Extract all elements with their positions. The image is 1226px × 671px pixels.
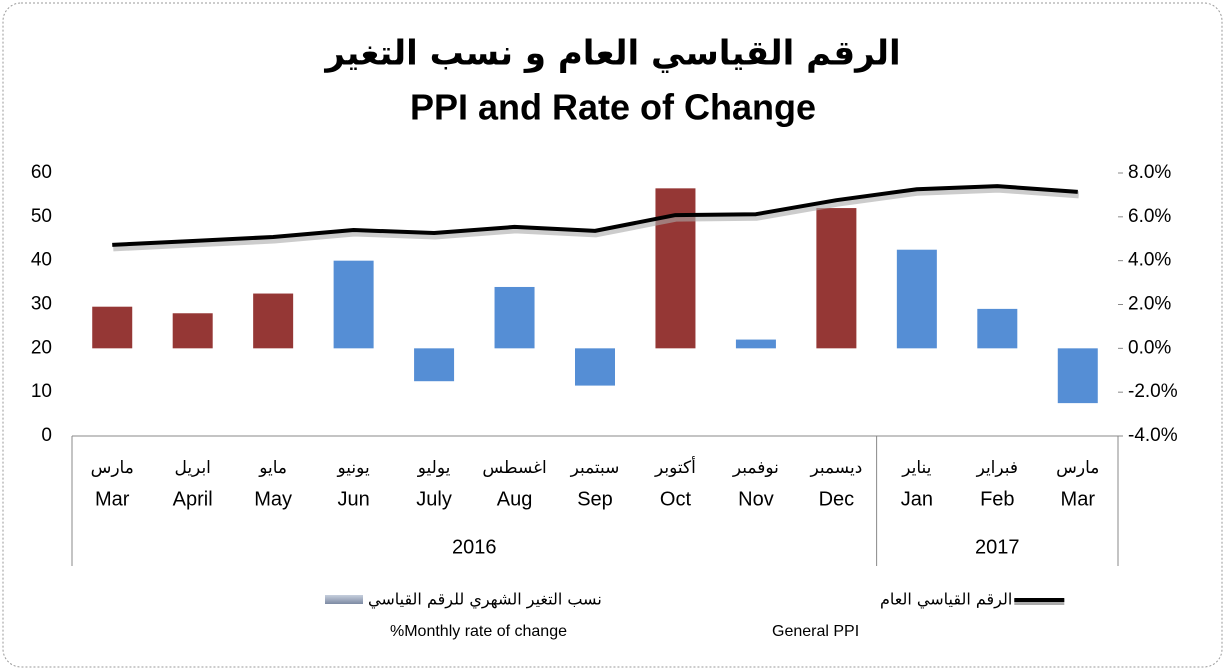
bar <box>92 306 133 349</box>
y2-tick-label: -4.0% <box>1128 425 1178 446</box>
y-tick-label: 40 <box>31 250 52 271</box>
x-tick-label: مايو <box>258 458 287 478</box>
x-tick-label: July <box>416 488 452 510</box>
group-label: 2016 <box>452 536 497 558</box>
x-tick-label: ابريل <box>174 458 210 478</box>
x-tick-label: نوفمبر <box>732 458 779 478</box>
bar <box>172 313 213 349</box>
legend-label: General PPI <box>772 623 859 640</box>
x-tick-label: Mar <box>95 488 130 510</box>
x-tick-label: Oct <box>660 488 692 510</box>
x-tick-label: يونيو <box>337 458 370 478</box>
x-tick-label: May <box>254 488 292 510</box>
y-tick-label: 60 <box>31 162 52 183</box>
bar <box>414 348 455 382</box>
x-tick-label: Mar <box>1061 488 1096 510</box>
bar <box>655 188 696 349</box>
y2-tick-label: 2.0% <box>1128 294 1171 315</box>
bar <box>977 308 1018 349</box>
bar <box>735 339 776 349</box>
y-tick-label: 20 <box>31 337 52 358</box>
y2-tick-label: 6.0% <box>1128 206 1171 227</box>
group-label: 2017 <box>975 536 1020 558</box>
x-tick-label: اغسطس <box>482 458 546 478</box>
legend-label: نسب التغير الشهري للرقم القياسي <box>368 590 602 610</box>
line-shadow <box>113 185 1080 252</box>
x-tick-label: Dec <box>819 488 855 510</box>
chart-title: الرقم القياسي العام و نسب التغير <box>323 34 900 74</box>
bar <box>816 208 857 349</box>
x-tick-label: Jun <box>337 488 369 510</box>
y-tick-label: 0 <box>41 425 52 446</box>
x-tick-label: مارس <box>91 458 134 478</box>
x-tick-label: يوليو <box>417 458 451 478</box>
x-tick-label: مارس <box>1056 458 1099 478</box>
chart-subtitle: PPI and Rate of Change <box>410 87 816 128</box>
legend-label: الرقم القياسي العام <box>880 590 1012 610</box>
bar <box>896 249 937 349</box>
line <box>112 184 1078 247</box>
bar <box>253 293 294 349</box>
x-tick-label: يناير <box>901 458 931 478</box>
y-tick-label: 50 <box>31 206 52 227</box>
x-tick-label: Jan <box>901 488 933 510</box>
legend-swatch <box>325 595 363 604</box>
x-tick-label: Aug <box>497 488 533 510</box>
x-tick-label: أكتوبر <box>654 456 696 478</box>
y-tick-label: 10 <box>31 381 52 402</box>
y2-tick-label: 0.0% <box>1128 337 1171 358</box>
y-tick-label: 30 <box>31 294 52 315</box>
bar <box>575 348 615 386</box>
x-tick-label: Sep <box>577 488 613 510</box>
x-tick-label: Feb <box>980 488 1014 510</box>
x-tick-label: سبتمبر <box>570 458 620 478</box>
bar <box>1057 348 1098 404</box>
legend-label: %Monthly rate of change <box>390 623 567 640</box>
y2-tick-label: 4.0% <box>1128 250 1171 271</box>
bar <box>333 260 374 349</box>
y2-tick-label: -2.0% <box>1128 381 1178 402</box>
x-tick-label: April <box>173 488 213 510</box>
y2-tick-label: 8.0% <box>1128 162 1171 183</box>
x-tick-label: فبراير <box>976 458 1018 478</box>
x-tick-label: Nov <box>738 488 774 510</box>
x-tick-label: ديسمبر <box>809 458 862 478</box>
bar <box>494 286 535 349</box>
